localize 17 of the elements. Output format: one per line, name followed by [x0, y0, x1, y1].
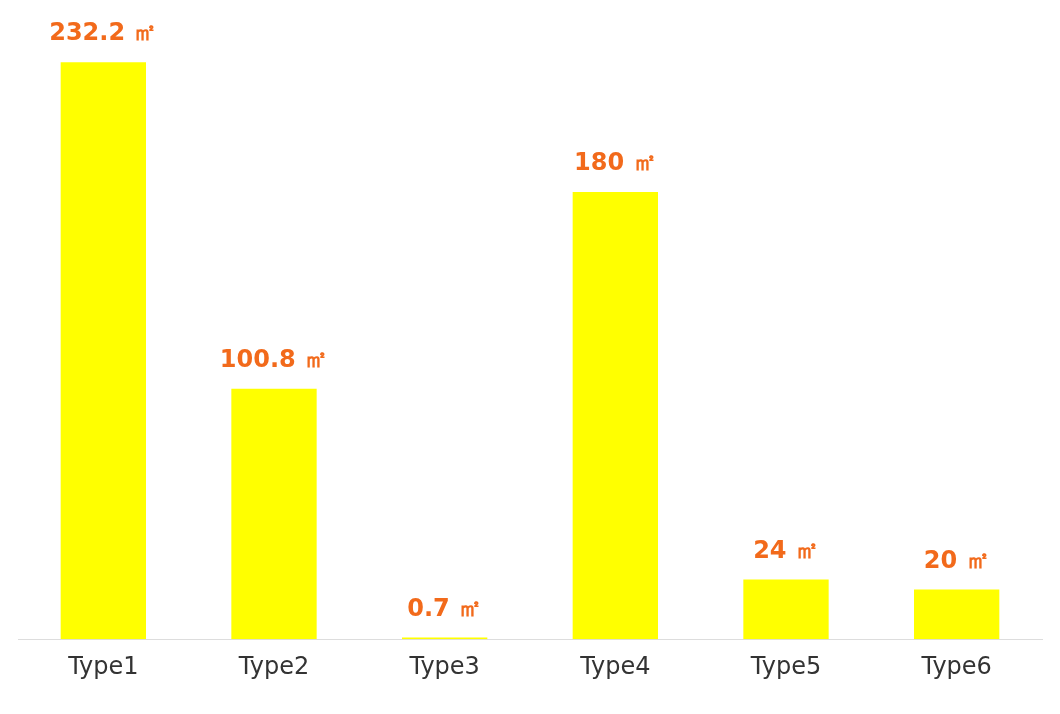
bar: [914, 589, 1000, 640]
x-tick-label: Type2: [237, 651, 310, 680]
x-tick-label: Type3: [408, 651, 480, 680]
x-tick-label: Type1: [67, 651, 139, 680]
x-tick-label: Type5: [749, 651, 822, 680]
x-tick-label: Type4: [579, 651, 651, 680]
data-label: 232.2 ㎡: [49, 18, 158, 47]
bar: [743, 579, 829, 640]
bar: [231, 388, 317, 640]
data-label: 180 ㎡: [574, 148, 657, 177]
data-label: 20 ㎡: [923, 545, 990, 574]
bar: [572, 191, 658, 640]
x-tick-label: Type6: [920, 651, 992, 680]
data-label: 100.8 ㎡: [219, 344, 329, 373]
bar: [60, 62, 146, 640]
data-label: 24 ㎡: [753, 535, 819, 564]
data-label: 0.7 ㎡: [407, 593, 483, 622]
